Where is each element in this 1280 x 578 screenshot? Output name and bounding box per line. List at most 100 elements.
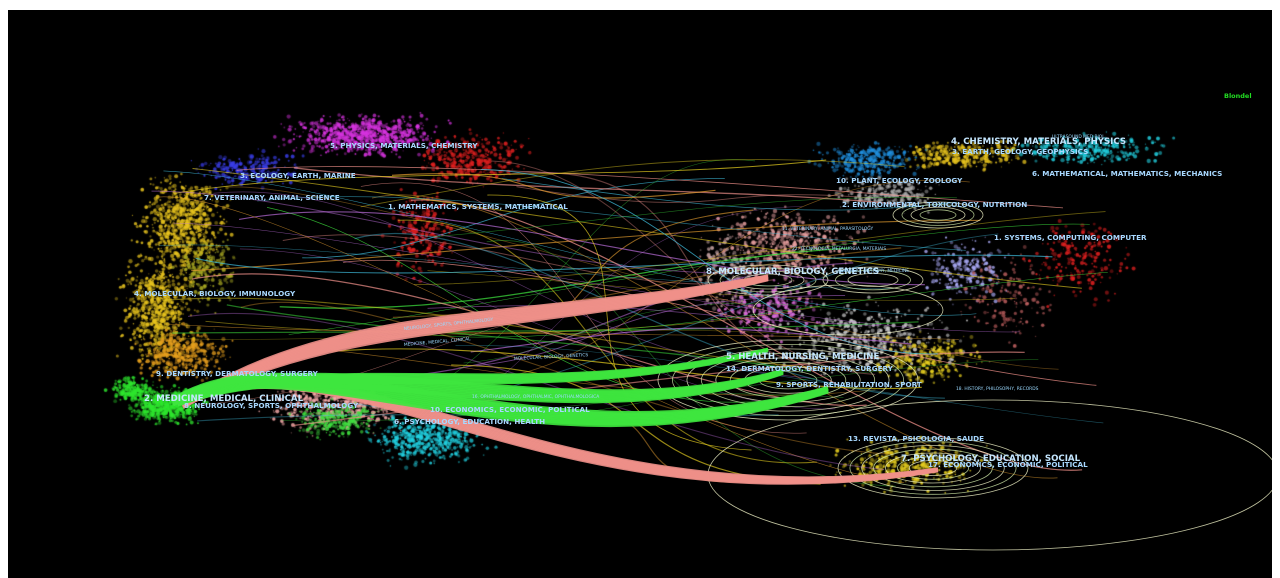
left-cluster-label: 7. VETERINARY, ANIMAL, SCIENCE: [204, 193, 340, 202]
citation-thread: [501, 178, 958, 211]
citation-thread: [288, 223, 1090, 335]
citation-bands: [172, 274, 939, 485]
right-cluster-label: 18. HISTORY, PHILOSOPHY, RECORDS: [956, 386, 1039, 392]
right-cluster-label: 13. REVISTA, PSICOLOGIA, SAUDE: [848, 434, 984, 443]
citation-thread: [238, 211, 925, 286]
citation-thread: [470, 327, 912, 353]
citation-ring: [861, 445, 1005, 491]
left-cluster-label: 1. MATHEMATICS, SYSTEMS, MATHEMATICAL: [388, 202, 568, 211]
citation-rings: [657, 201, 1272, 551]
citation-ring: [719, 267, 817, 293]
citation-thread: [279, 247, 851, 309]
left-cluster-label: 5. PHYSICS, MATERIALS, CHEMISTRY: [330, 141, 478, 150]
right-cluster-label: 7. PSYCHOLOGY, EDUCATION, SOCIAL: [901, 454, 1081, 464]
citation-ring: [672, 343, 905, 416]
citation-thread: [371, 194, 1058, 479]
citation-ring: [897, 456, 970, 480]
right-cluster-label: 6. MATHEMATICAL, MATHEMATICS, MECHANICS: [1032, 169, 1222, 178]
citation-thread: [360, 182, 807, 434]
citation-thread: [172, 321, 919, 334]
citation-thread: [226, 304, 812, 373]
left-cluster-label: 3. ECOLOGY, EARTH, MARINE: [240, 171, 356, 180]
citation-ring: [919, 209, 957, 221]
left-cluster-label: 16. OPHTHALMOLOGY, OPHTHALMIC, OPHTHALMO…: [472, 394, 599, 400]
right-cluster-label: 1. SYSTEMS, COMPUTING, COMPUTER: [994, 233, 1147, 242]
citation-thread: [487, 194, 752, 451]
citation-thread: [480, 169, 938, 355]
right-cluster-label: 3. EARTH, GEOLOGY, GEOPHYSICS: [952, 147, 1088, 156]
overlay-layer: 5. PHYSICS, MATERIALS, CHEMISTRY 3. ECOL…: [134, 92, 1272, 551]
citation-ring: [657, 339, 919, 421]
right-cluster-label: 5. HEALTH, NURSING, MEDICINE: [726, 352, 879, 362]
right-cluster-label: 8. MOLECULAR, BIOLOGY, GENETICS: [706, 267, 879, 277]
citation-thread: [432, 196, 957, 238]
citation-ring: [837, 437, 1029, 499]
medicine-band: [177, 349, 769, 407]
citation-thread: [192, 167, 1082, 289]
citation-thread: [240, 301, 895, 456]
citation-thread: [360, 159, 905, 208]
right-cluster-label: 2. ENVIRONMENTAL, TOXICOLOGY, NUTRITION: [842, 200, 1027, 209]
left-cluster-label: 10. ECONOMICS, ECONOMIC, POLITICAL: [430, 405, 590, 414]
citation-thread: [191, 219, 981, 272]
citation-thread: [158, 196, 905, 484]
left-cluster-label: 8. NEUROLOGY, SPORTS, OPHTHALMOLOGY: [184, 401, 359, 410]
right-cluster-label: 4. CHEMISTRY, MATERIALS, PHYSICS: [951, 137, 1126, 147]
citation-thread: [236, 166, 1064, 209]
right-cluster-label: 9. SPORTS, REHABILITATION, SPORT: [776, 380, 922, 389]
citation-thread: [205, 305, 821, 334]
citation-thread: [410, 199, 1083, 471]
citation-thread: [476, 295, 846, 367]
right-cluster-label: 14. DERMATOLOGY, DENTISTRY, SURGERY: [726, 364, 894, 373]
left-cluster-label: 6. PSYCHOLOGY, EDUCATION, HEALTH: [394, 417, 545, 426]
right-cluster-label: 10. PLANT, ECOLOGY, ZOOLOGY: [836, 176, 963, 185]
citation-ring: [849, 441, 1017, 495]
citation-ring: [901, 204, 975, 226]
left-cluster-label: 2. MEDICINE, MEDICAL, CLINICAL: [144, 394, 304, 404]
citation-thread: [173, 222, 1020, 333]
citation-ring: [731, 270, 805, 290]
citation-ring: [835, 269, 911, 291]
citation-thread: [463, 303, 847, 364]
citation-ring: [873, 448, 993, 488]
right-cluster-label: FORENSIC, ANATOMY, MEDICINE: [838, 268, 909, 274]
citation-ring: [885, 452, 981, 484]
citation-ring: [847, 273, 899, 287]
legend-label: Blondel: [1224, 92, 1252, 100]
citation-thread: [491, 160, 876, 375]
citation-thread: [397, 219, 817, 464]
citation-ring: [752, 284, 944, 336]
citation-thread: [174, 159, 827, 194]
citation-thread: [391, 173, 716, 199]
citation-thread: [414, 211, 1106, 286]
journal-label: 22. TECNOLOGIA, METALURGIA, MATERIAIS: [792, 246, 886, 252]
citation-thread: [486, 240, 896, 487]
cluster-labels: 5. PHYSICS, MATERIALS, CHEMISTRY 3. ECOL…: [134, 134, 1222, 469]
citation-thread: [162, 297, 882, 371]
citation-thread: [159, 244, 895, 289]
citation-thread: [257, 196, 966, 251]
right-cluster-label: 17. ECONOMICS, ECONOMIC, POLITICAL: [928, 460, 1088, 469]
flow-label: MOLECULAR, BIOLOGY, GENETICS: [514, 352, 589, 362]
citation-thread: [228, 186, 1059, 370]
dual-map-canvas: 5. PHYSICS, MATERIALS, CHEMISTRY 3. ECOL…: [8, 10, 1272, 578]
citation-ring: [686, 348, 890, 412]
citation-thread: [372, 262, 854, 380]
citation-thread: [293, 351, 1025, 427]
citation-ring: [892, 201, 984, 229]
citation-thread: [343, 259, 1097, 386]
left-cluster-label: 9. DENTISTRY, DERMATOLOGY, SURGERY: [156, 369, 319, 378]
citation-thread: [282, 234, 774, 285]
citation-ring: [700, 352, 876, 408]
citation-thread: [195, 254, 1053, 274]
citation-thread: [151, 190, 735, 274]
citation-ring: [707, 399, 1272, 551]
citation-ring: [908, 460, 958, 476]
citation-ring: [910, 206, 966, 224]
citation-thread: [497, 172, 840, 371]
journal-label: ULTRASOUND MED BIOL: [1052, 134, 1105, 140]
citation-ring: [707, 264, 829, 296]
citation-ring: [822, 266, 924, 294]
flow-label: MEDICINE, MEDICAL, CLINICAL: [404, 336, 472, 348]
right-cluster-label: 11. VETERINARY, ANIMAL, PARASITOLOGY: [782, 226, 873, 232]
